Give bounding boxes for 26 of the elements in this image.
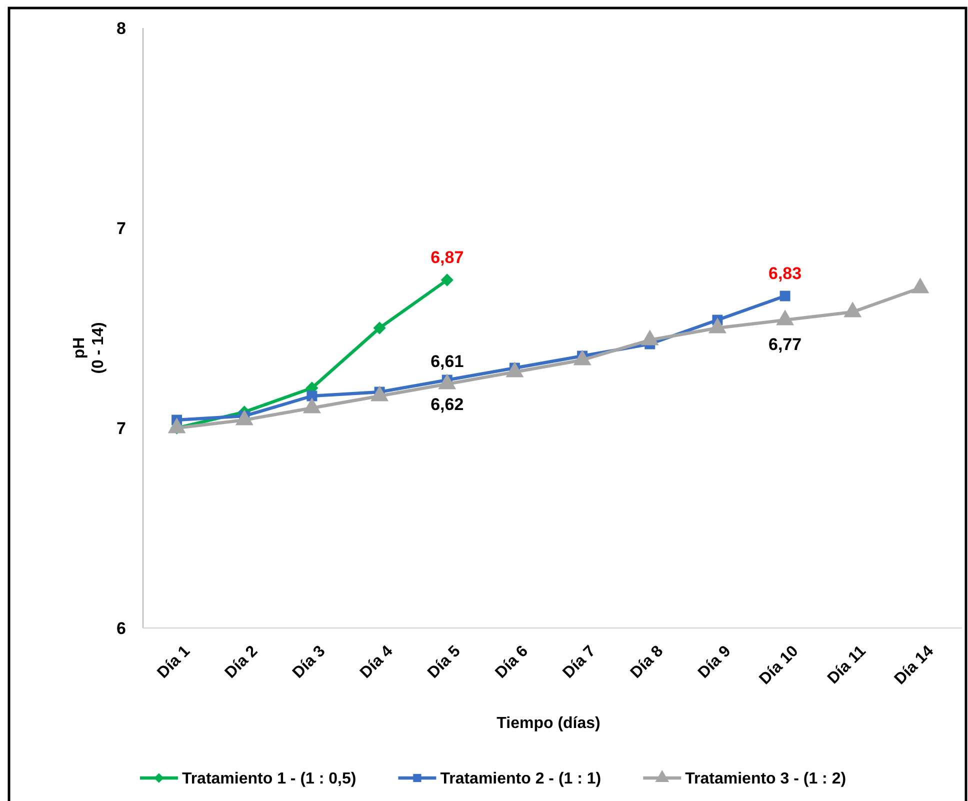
x-tick-label: Día 4 bbox=[357, 642, 396, 682]
x-axis-title: Tiempo (días) bbox=[496, 715, 600, 732]
x-tick-label: Día 9 bbox=[695, 642, 734, 682]
data-label: 6,87 bbox=[430, 248, 464, 267]
x-tick-label: Día 10 bbox=[756, 642, 802, 688]
x-tick-label: Día 1 bbox=[154, 642, 194, 682]
x-tick-label: Día 3 bbox=[290, 642, 329, 682]
legend-label: Tratamiento 1 - (1 : 0,5) bbox=[182, 770, 356, 788]
x-tick-label: Día 8 bbox=[628, 642, 667, 682]
data-label: 6,77 bbox=[768, 335, 802, 354]
x-tick-label: Día 14 bbox=[892, 642, 938, 688]
x-tick-label: Día 6 bbox=[492, 642, 532, 682]
y-tick-label: 8 bbox=[116, 18, 126, 38]
data-label: 6,62 bbox=[430, 395, 464, 414]
y-tick-label: 7 bbox=[116, 218, 126, 238]
x-tick-label: Día 7 bbox=[560, 642, 600, 682]
y-tick-label: 7 bbox=[116, 418, 126, 438]
x-tick-label: Día 5 bbox=[424, 642, 464, 682]
x-tick-label: Día 2 bbox=[222, 642, 262, 682]
legend-label: Tratamiento 3 - (1 : 2) bbox=[685, 770, 846, 788]
y-axis-title: pH (0 - 14) bbox=[71, 322, 107, 374]
x-tick-label: Día 11 bbox=[824, 642, 870, 688]
y-tick-label: 6 bbox=[116, 618, 126, 638]
legend-label: Tratamiento 2 - (1 : 1) bbox=[440, 770, 602, 788]
data-label: 6,83 bbox=[768, 264, 802, 283]
data-label: 6,61 bbox=[430, 352, 464, 371]
